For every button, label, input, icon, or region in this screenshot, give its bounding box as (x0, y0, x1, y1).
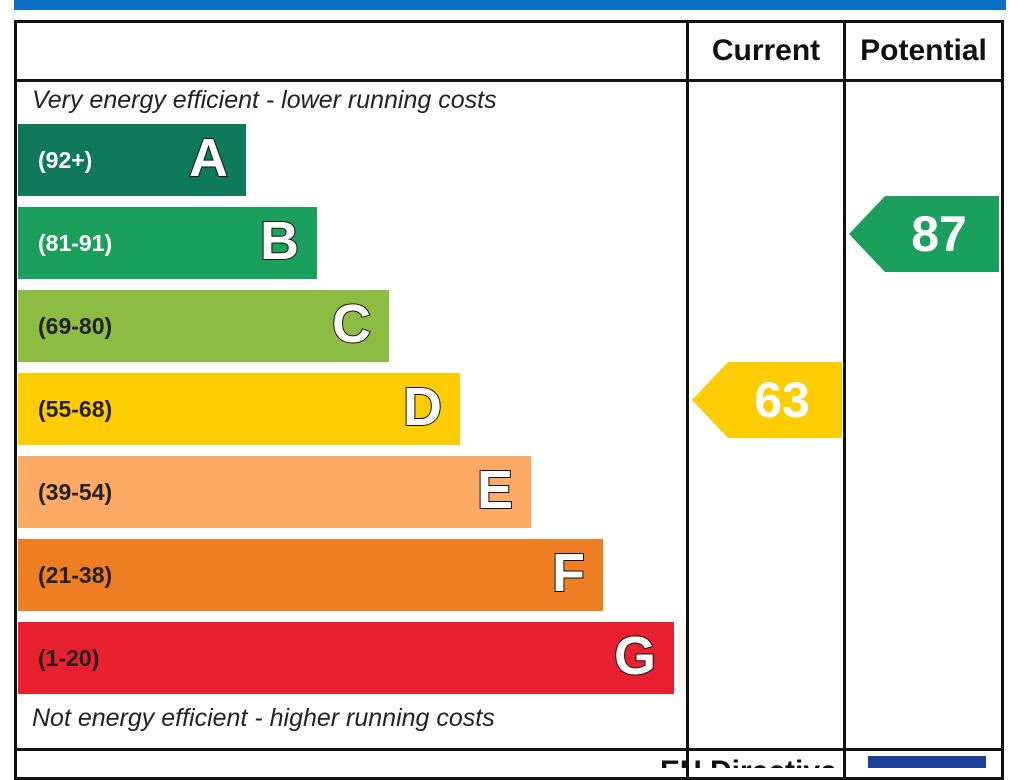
current-rating-value: 63 (754, 372, 810, 428)
band-range-label: (81-91) (38, 229, 113, 256)
column-header-potential: Potential (860, 33, 987, 67)
band-d: (55-68) D (18, 373, 460, 445)
band-range-label: (69-80) (38, 312, 113, 339)
band-range-label: (1-20) (38, 644, 100, 671)
current-arrow-shape (692, 362, 842, 438)
band-letter: F (551, 542, 586, 604)
column-header-current: Current (711, 33, 821, 67)
band-range-label: (55-68) (38, 395, 113, 422)
bottom-note: Not energy efficient - higher running co… (32, 704, 495, 732)
band-range-label: (92+) (38, 146, 93, 173)
divider-right (1001, 20, 1004, 780)
band-letter: E (476, 459, 514, 521)
divider-potential (843, 20, 846, 780)
band-range-label: (21-38) (38, 561, 113, 588)
current-rating-arrow: 63 (692, 362, 842, 438)
top-accent-bar (14, 0, 1006, 10)
band-a: (92+) A (18, 124, 246, 196)
band-f: (21-38) F (18, 539, 603, 611)
band-letter: D (402, 376, 443, 438)
band-c: (69-80) C (18, 290, 389, 362)
footer-text: EU Directive (660, 752, 860, 768)
eu-flag-icon (868, 756, 986, 768)
band-g: (1-20) G (18, 622, 674, 694)
band-letter: G (613, 625, 657, 687)
band-letter: C (331, 293, 372, 355)
band-range-label: (39-54) (38, 478, 113, 505)
potential-rating-value: 87 (911, 206, 967, 262)
band-b: (81-91) B (18, 207, 317, 279)
potential-arrow-shape (849, 196, 999, 272)
header-divider (14, 79, 1004, 82)
top-note: Very energy efficient - lower running co… (32, 86, 497, 114)
footer-divider (14, 748, 1004, 751)
band-letter: A (188, 127, 229, 189)
band-letter: B (259, 210, 300, 272)
band-e: (39-54) E (18, 456, 531, 528)
divider-current (686, 20, 689, 780)
potential-rating-arrow: 87 (849, 196, 999, 272)
